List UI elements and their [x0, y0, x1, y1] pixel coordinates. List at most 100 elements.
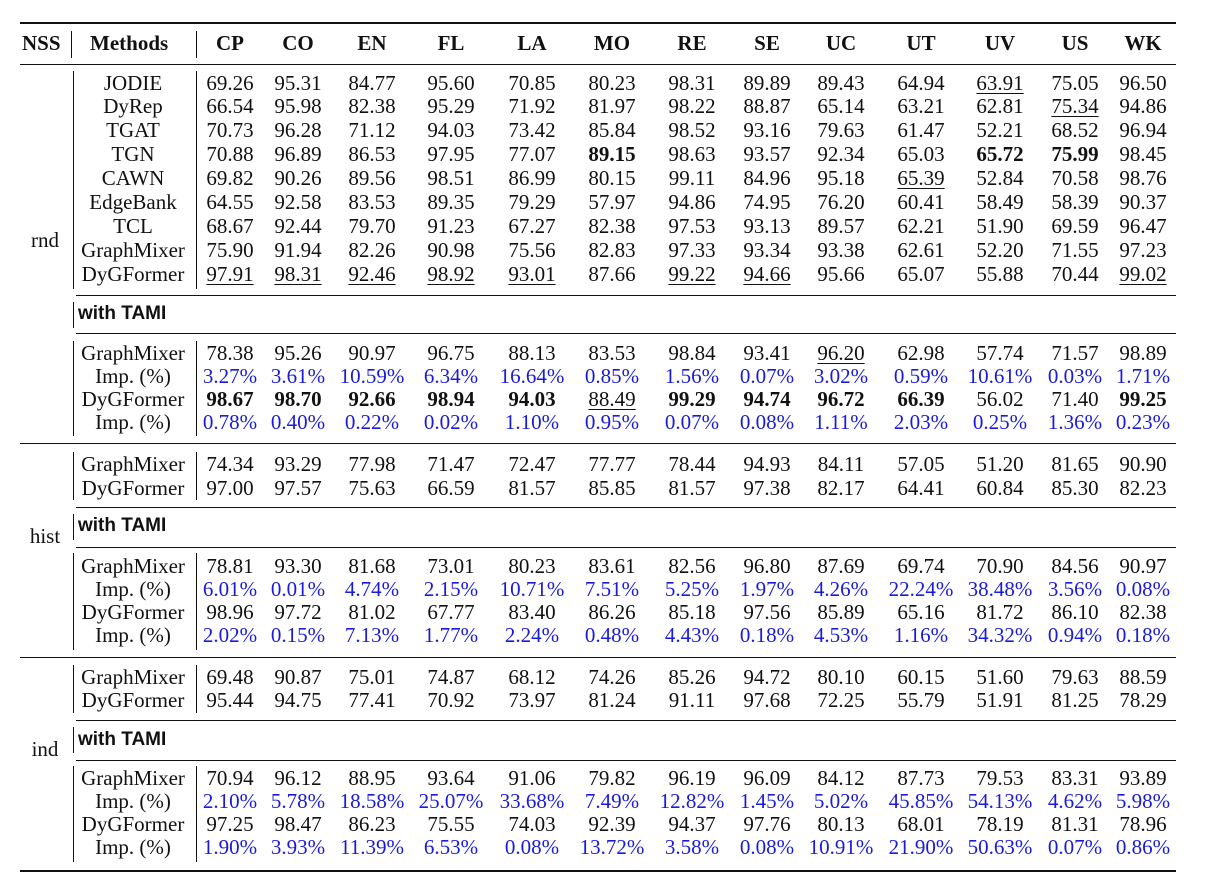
table-cell: 83.40: [508, 600, 556, 624]
table-cell: 84.12: [817, 766, 865, 790]
improvement-cell: 2.15%: [423, 577, 479, 601]
improvement-cell: 22.24%: [888, 577, 954, 601]
method-name: DyGFormer: [81, 688, 185, 712]
table-cell: 70.92: [427, 688, 475, 712]
table-cell: 81.25: [1051, 688, 1099, 712]
table-cell: 83.61: [588, 554, 636, 578]
table-cell: 98.51: [427, 166, 475, 190]
table-cell: 81.68: [348, 554, 396, 578]
table-cell: 79.70: [348, 214, 396, 238]
table-cell: 52.21: [976, 118, 1024, 142]
improvement-cell: 6.01%: [202, 577, 258, 601]
improvement-cell: 3.93%: [270, 835, 326, 859]
improvement-cell: 12.82%: [659, 789, 725, 813]
improvement-cell: 13.72%: [579, 835, 645, 859]
improvement-cell: 0.08%: [1115, 577, 1171, 601]
table-cell: 94.86: [668, 190, 716, 214]
nss-separator: [73, 341, 75, 436]
table-cell: 88.49: [588, 387, 636, 411]
table-cell: 99.25: [1119, 387, 1167, 411]
table-cell: 96.80: [743, 554, 791, 578]
nss-label-hist: hist: [29, 524, 61, 548]
table-cell: 57.74: [976, 341, 1024, 365]
table-cell: 96.19: [668, 766, 716, 790]
improvement-cell: 3.61%: [270, 364, 326, 388]
table-cell: 93.01: [508, 262, 556, 286]
table-cell: 93.29: [274, 452, 322, 476]
table-cell: 51.60: [976, 665, 1024, 689]
table-cell: 93.16: [743, 118, 791, 142]
method-name: EdgeBank: [89, 190, 177, 214]
improvement-cell: 3.58%: [664, 835, 720, 859]
improvement-cell: 54.13%: [967, 789, 1033, 813]
table-cell: 89.56: [348, 166, 396, 190]
column-header-ut: UT: [906, 31, 936, 55]
table-cell: 68.67: [206, 214, 254, 238]
improvement-cell: 2.10%: [202, 789, 258, 813]
column-header-us: US: [1061, 31, 1089, 55]
method-name: GraphMixer: [81, 341, 185, 365]
improvement-cell: 3.27%: [202, 364, 258, 388]
improvement-cell: 6.53%: [423, 835, 479, 859]
table-cell: 85.89: [817, 600, 865, 624]
improvement-cell: 1.11%: [814, 410, 868, 434]
table-cell: 89.57: [817, 214, 865, 238]
table-cell: 80.15: [588, 166, 636, 190]
table-cell: 82.17: [817, 476, 865, 500]
table-cell: 65.03: [897, 142, 945, 166]
table-cell: 79.82: [588, 766, 636, 790]
table-cell: 90.87: [274, 665, 322, 689]
table-cell: 82.83: [588, 238, 636, 262]
table-cell: 95.66: [817, 262, 865, 286]
table-cell: 74.87: [427, 665, 475, 689]
improvement-cell: 18.58%: [339, 789, 405, 813]
table-cell: 65.39: [897, 166, 945, 190]
table-cell: 72.47: [508, 452, 556, 476]
table-cell: 89.15: [588, 142, 636, 166]
table-cell: 70.73: [206, 118, 254, 142]
table-cell: 86.53: [348, 142, 396, 166]
table-cell: 62.81: [976, 94, 1024, 118]
table-cell: 67.77: [427, 600, 475, 624]
section-rule: [20, 657, 1176, 659]
improvement-cell: 1.45%: [739, 789, 795, 813]
improvement-cell: 0.48%: [584, 623, 640, 647]
improvement-cell: 7.51%: [584, 577, 640, 601]
improvement-cell: 10.91%: [808, 835, 874, 859]
improvement-cell: 1.77%: [423, 623, 479, 647]
table-cell: 74.34: [206, 452, 254, 476]
table-cell: 99.11: [668, 166, 716, 190]
table-cell: 70.44: [1051, 262, 1099, 286]
table-cell: 91.94: [274, 238, 322, 262]
table-cell: 68.52: [1051, 118, 1099, 142]
table-cell: 90.37: [1119, 190, 1167, 214]
table-cell: 75.63: [348, 476, 396, 500]
table-cell: 97.00: [206, 476, 254, 500]
table-cell: 92.66: [348, 387, 396, 411]
table-cell: 87.69: [817, 554, 865, 578]
header-nss: NSS: [22, 31, 61, 55]
table-cell: 79.53: [976, 766, 1024, 790]
table-cell: 68.01: [897, 812, 945, 836]
header-rule: [20, 64, 1176, 66]
improvement-cell: 0.18%: [739, 623, 795, 647]
table-cell: 65.72: [976, 142, 1024, 166]
improvement-cell: 2.03%: [893, 410, 949, 434]
table-cell: 87.73: [897, 766, 945, 790]
table-cell: 95.60: [427, 71, 475, 95]
improvement-cell: 5.25%: [664, 577, 720, 601]
table-cell: 89.35: [427, 190, 475, 214]
table-cell: 97.23: [1119, 238, 1167, 262]
table-cell: 96.94: [1119, 118, 1167, 142]
method-name: DyGFormer: [81, 476, 185, 500]
improvement-cell: 45.85%: [888, 789, 954, 813]
improvement-cell: 5.02%: [813, 789, 869, 813]
table-cell: 90.98: [427, 238, 475, 262]
table-cell: 74.95: [743, 190, 791, 214]
table-cell: 66.54: [206, 94, 254, 118]
table-cell: 96.72: [817, 387, 865, 411]
table-cell: 94.72: [743, 665, 791, 689]
table-cell: 82.38: [348, 94, 396, 118]
improvement-cell: 0.40%: [270, 410, 326, 434]
